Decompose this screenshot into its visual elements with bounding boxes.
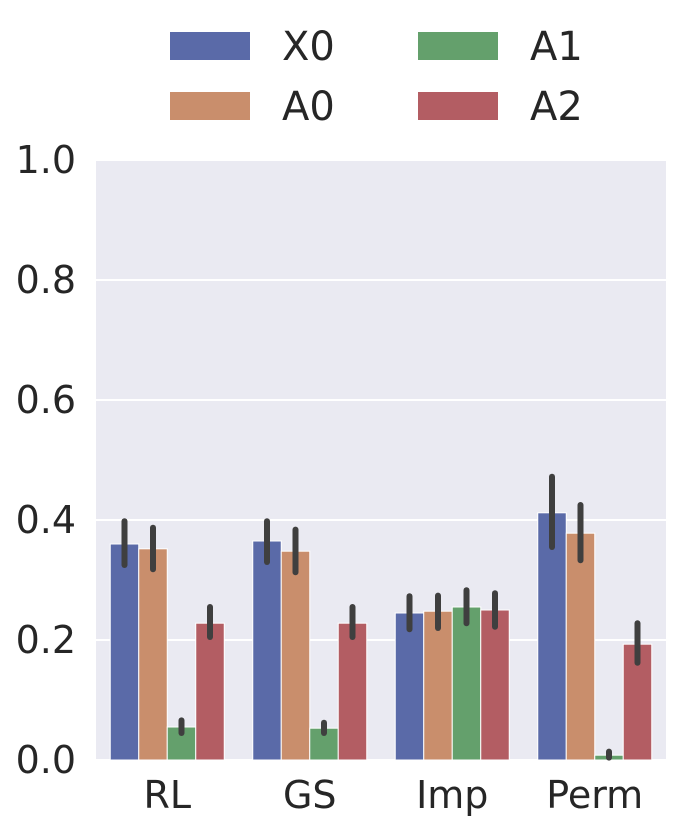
legend-swatch [170, 32, 250, 60]
legend-item-a1: A1 [418, 24, 583, 70]
bar-a0-imp [423, 610, 453, 761]
bar-a0-perm [565, 532, 596, 761]
bar-x0-gs [252, 540, 282, 761]
bar-a2-imp [480, 609, 510, 761]
bars [109, 512, 653, 761]
legend-label: A1 [530, 24, 583, 70]
y-tick-label: 0.0 [16, 738, 76, 782]
bar-x0-rl [109, 543, 140, 761]
legend-label: A0 [282, 84, 335, 130]
y-axis-ticks: 0.0 0.2 0.4 0.6 0.8 1.0 [16, 138, 76, 782]
legend-item-x0: X0 [170, 24, 335, 70]
x-tick-label: Perm [546, 773, 643, 817]
legend: X0 A0 A1 A2 [170, 24, 583, 130]
error-bars [121, 473, 641, 761]
bar-a0-rl [138, 548, 168, 761]
bar-a1-imp [451, 606, 482, 761]
legend-item-a0: A0 [170, 84, 335, 130]
x-tick-label: GS [283, 773, 337, 817]
bar-a0-gs [280, 550, 311, 761]
y-tick-label: 0.2 [16, 618, 76, 662]
x-tick-label: Imp [416, 773, 488, 817]
legend-label: A2 [530, 84, 583, 130]
legend-label: X0 [282, 24, 335, 70]
y-tick-label: 0.8 [16, 258, 76, 302]
legend-item-a2: A2 [418, 84, 583, 130]
y-tick-label: 1.0 [16, 138, 76, 182]
legend-swatch [170, 92, 250, 120]
legend-swatch [418, 92, 498, 120]
legend-swatch [418, 32, 498, 60]
bar-x0-imp [394, 612, 425, 761]
x-axis-ticks: RL GS Imp Perm [143, 773, 643, 817]
bar-a2-gs [337, 622, 368, 761]
bar-x0-perm [537, 512, 567, 761]
y-tick-label: 0.6 [16, 378, 76, 422]
y-tick-label: 0.4 [16, 498, 76, 542]
bar-a2-rl [195, 622, 225, 761]
x-tick-label: RL [143, 773, 191, 817]
